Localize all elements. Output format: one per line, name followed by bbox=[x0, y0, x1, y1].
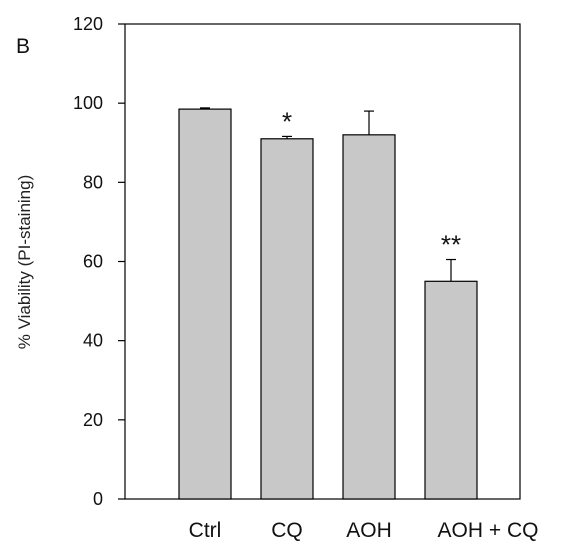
category-label: CQ bbox=[271, 519, 303, 542]
y-ticks: 0 20 40 60 80 100 120 bbox=[73, 14, 125, 509]
panel-label: B bbox=[16, 35, 30, 58]
significance-marker: ** bbox=[441, 230, 461, 260]
y-tick-label: 0 bbox=[93, 489, 103, 509]
bars bbox=[178, 108, 478, 500]
y-axis-label: % Viability (PI-staining) bbox=[15, 175, 34, 349]
y-tick-label: 40 bbox=[83, 331, 103, 351]
significance-markers: *** bbox=[282, 106, 461, 259]
significance-marker: * bbox=[282, 106, 292, 136]
category-label: AOH bbox=[346, 519, 392, 542]
bar bbox=[260, 138, 314, 500]
error-bars bbox=[200, 107, 456, 282]
y-tick-label: 100 bbox=[73, 93, 103, 113]
y-tick-label: 60 bbox=[83, 252, 103, 272]
category-label: AOH + CQ bbox=[438, 519, 539, 542]
y-tick-label: 20 bbox=[83, 410, 103, 430]
bar bbox=[424, 280, 478, 500]
bar bbox=[178, 108, 232, 500]
category-labels: Ctrl CQ AOH AOH + CQ bbox=[189, 519, 539, 542]
y-tick-label: 120 bbox=[73, 14, 103, 34]
y-tick-label: 80 bbox=[83, 172, 103, 192]
category-label: Ctrl bbox=[189, 519, 222, 542]
bar bbox=[342, 134, 396, 500]
